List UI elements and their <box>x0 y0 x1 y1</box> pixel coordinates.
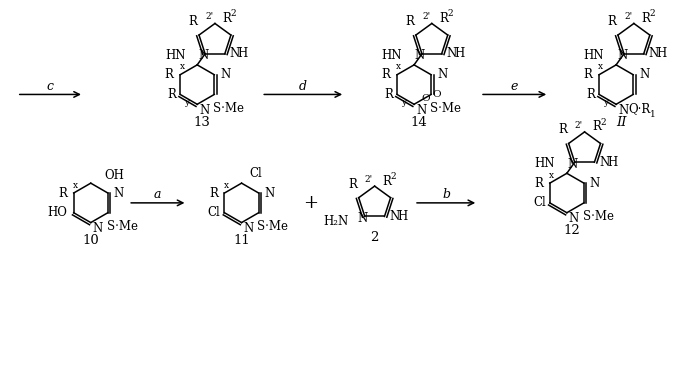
Text: S·Me: S·Me <box>213 102 244 115</box>
Text: O: O <box>421 94 430 103</box>
Text: N: N <box>568 158 578 171</box>
Text: y: y <box>603 98 608 107</box>
Text: R: R <box>382 68 391 81</box>
Text: 2': 2' <box>624 12 632 21</box>
Text: H: H <box>238 47 248 60</box>
Text: N: N <box>618 104 628 117</box>
Text: R: R <box>534 177 543 190</box>
Text: II: II <box>616 116 626 128</box>
Text: N: N <box>93 222 103 235</box>
Text: x: x <box>73 181 78 190</box>
Text: 2': 2' <box>422 12 430 21</box>
Text: 14: 14 <box>410 116 427 128</box>
Text: R: R <box>584 68 593 81</box>
Text: Cl: Cl <box>533 196 546 210</box>
Text: N: N <box>617 49 627 62</box>
Text: N: N <box>243 222 254 235</box>
Text: 11: 11 <box>233 234 250 247</box>
Text: H: H <box>397 210 408 223</box>
Text: R: R <box>405 15 414 28</box>
Text: N: N <box>590 177 600 190</box>
Text: 10: 10 <box>82 234 99 247</box>
Text: N: N <box>389 210 400 223</box>
Text: HO: HO <box>48 206 67 219</box>
Text: N: N <box>220 68 231 81</box>
Text: 2': 2' <box>365 175 373 184</box>
Text: R: R <box>586 88 595 101</box>
Text: 2: 2 <box>600 118 606 126</box>
Text: R: R <box>188 15 197 28</box>
Text: 2: 2 <box>391 172 396 181</box>
Text: N: N <box>264 187 275 199</box>
Text: H₂N: H₂N <box>324 215 349 228</box>
Text: H: H <box>607 156 617 169</box>
Text: HN: HN <box>382 48 402 62</box>
Text: R: R <box>384 88 393 101</box>
Text: R: R <box>382 175 391 188</box>
Text: R: R <box>223 12 231 25</box>
Text: N: N <box>437 68 447 81</box>
Text: N: N <box>199 104 210 117</box>
Text: x: x <box>224 181 229 190</box>
Text: c: c <box>47 80 54 93</box>
Text: b: b <box>442 189 450 201</box>
Text: x: x <box>549 171 554 180</box>
Text: Cl: Cl <box>250 167 262 180</box>
Text: R: R <box>167 88 176 101</box>
Text: R: R <box>209 187 218 199</box>
Text: N: N <box>649 47 659 60</box>
Text: +: + <box>303 194 318 212</box>
Text: N: N <box>569 212 579 225</box>
Text: N: N <box>416 104 426 117</box>
Text: R: R <box>593 120 601 133</box>
Text: 13: 13 <box>194 116 210 128</box>
Text: R: R <box>58 187 67 199</box>
Text: HN: HN <box>165 48 185 62</box>
Text: x: x <box>396 62 401 71</box>
Text: N: N <box>198 49 208 62</box>
Text: O: O <box>433 90 441 99</box>
Text: H: H <box>454 47 465 60</box>
Text: x: x <box>180 62 185 71</box>
Text: R: R <box>607 15 616 28</box>
Text: S·Me: S·Me <box>582 210 614 223</box>
Text: Cl: Cl <box>208 206 221 219</box>
Text: Q·R: Q·R <box>628 102 650 115</box>
Text: HN: HN <box>535 157 555 170</box>
Text: R: R <box>642 12 651 25</box>
Text: y: y <box>401 98 406 107</box>
Text: 2': 2' <box>575 121 583 130</box>
Text: N: N <box>639 68 649 81</box>
Text: N: N <box>447 47 457 60</box>
Text: 1: 1 <box>649 110 656 119</box>
Text: N: N <box>114 187 124 199</box>
Text: R: R <box>165 68 173 81</box>
Text: 2: 2 <box>370 231 379 244</box>
Text: 2: 2 <box>447 9 453 18</box>
Text: y: y <box>184 98 189 107</box>
Text: R: R <box>558 123 567 137</box>
Text: S·Me: S·Me <box>257 220 289 233</box>
Text: a: a <box>154 189 161 201</box>
Text: N: N <box>599 156 610 169</box>
Text: N: N <box>415 49 425 62</box>
Text: N: N <box>358 212 368 225</box>
Text: HN: HN <box>584 48 605 62</box>
Text: N: N <box>230 47 240 60</box>
Text: R: R <box>348 178 357 191</box>
Text: S·Me: S·Me <box>106 220 138 233</box>
Text: 2: 2 <box>231 9 236 18</box>
Text: S·Me: S·Me <box>430 102 461 115</box>
Text: R: R <box>440 12 449 25</box>
Text: d: d <box>299 80 307 93</box>
Text: 2': 2' <box>205 12 213 21</box>
Text: H: H <box>656 47 667 60</box>
Text: x: x <box>598 62 603 71</box>
Text: 12: 12 <box>563 224 580 237</box>
Text: OH: OH <box>105 169 124 182</box>
Text: 2: 2 <box>649 9 655 18</box>
Text: e: e <box>511 80 518 93</box>
